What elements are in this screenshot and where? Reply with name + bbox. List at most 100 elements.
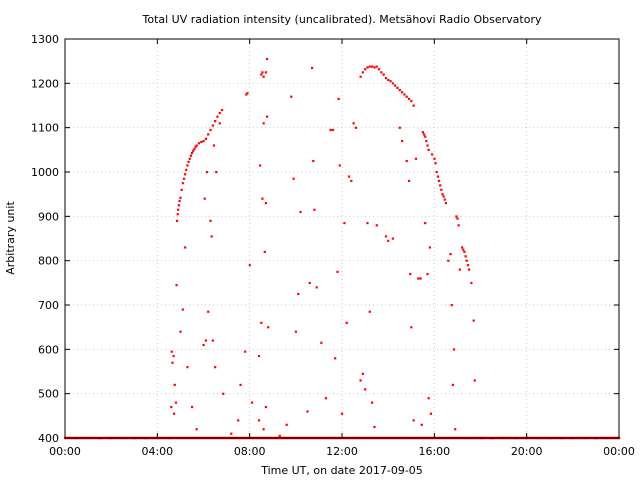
data-point — [455, 215, 458, 218]
data-point — [396, 86, 399, 89]
data-point — [200, 140, 203, 144]
data-point — [257, 419, 261, 422]
data-point — [422, 133, 426, 136]
data-point — [312, 159, 315, 163]
x-tick-label: 08:00 — [234, 445, 266, 458]
data-point — [261, 197, 264, 200]
data-point — [373, 425, 376, 429]
data-point — [262, 428, 265, 431]
y-tick-label: 900 — [38, 210, 59, 223]
y-axis-label: Arbitrary unit — [4, 201, 17, 275]
data-point — [264, 405, 268, 409]
data-point — [257, 354, 261, 358]
data-point — [290, 95, 293, 98]
data-point — [441, 193, 444, 196]
data-point — [261, 71, 264, 74]
data-point — [463, 250, 466, 253]
data-point — [375, 65, 378, 68]
data-point — [427, 397, 430, 400]
data-point — [375, 224, 378, 227]
data-point — [237, 419, 240, 422]
data-point — [259, 164, 262, 167]
y-tick-label: 600 — [38, 343, 59, 356]
data-point — [412, 419, 415, 422]
data-point — [387, 239, 390, 242]
data-point — [218, 112, 221, 115]
data-point — [414, 157, 418, 160]
data-point — [179, 196, 182, 199]
data-point — [193, 147, 196, 151]
data-point — [442, 195, 445, 198]
x-tick-label: 04:00 — [141, 445, 173, 458]
data-point — [398, 88, 401, 92]
data-point — [209, 219, 212, 222]
x-tick-label: 16:00 — [418, 445, 450, 458]
data-point — [207, 310, 210, 313]
data-point — [278, 434, 281, 437]
data-point — [377, 68, 381, 71]
data-point — [264, 202, 268, 205]
data-point — [306, 410, 309, 413]
data-point — [371, 401, 374, 404]
data-point — [472, 319, 475, 322]
data-point — [419, 277, 422, 280]
data-point — [308, 281, 311, 285]
data-point — [181, 308, 184, 311]
data-point — [449, 253, 452, 256]
data-point — [470, 281, 473, 285]
data-point — [371, 65, 374, 68]
data-point — [250, 401, 254, 404]
data-point — [203, 197, 206, 200]
data-point — [409, 272, 412, 276]
x-tick-label: 00:00 — [49, 445, 81, 458]
y-tick-label: 1300 — [31, 33, 59, 46]
data-point — [345, 321, 348, 324]
data-point — [405, 159, 408, 163]
data-point — [440, 188, 443, 191]
data-point — [260, 321, 263, 324]
data-point — [428, 246, 431, 249]
data-point — [329, 128, 332, 132]
data-point — [337, 97, 340, 101]
data-point — [180, 188, 183, 191]
data-point — [195, 428, 198, 431]
data-point — [424, 135, 427, 138]
data-point — [447, 259, 450, 262]
y-tick-label: 400 — [38, 432, 59, 445]
data-point — [244, 350, 247, 353]
data-point — [197, 142, 201, 145]
data-point — [425, 139, 428, 143]
data-point — [450, 304, 453, 307]
x-axis: 00:00 04:00 08:00 12:00 16:00 20:00 00:00 — [49, 39, 635, 458]
data-point — [178, 199, 181, 203]
data-point — [186, 164, 189, 167]
data-point — [299, 210, 302, 214]
data-point — [246, 92, 249, 95]
data-point — [431, 153, 434, 156]
data-point — [384, 77, 388, 80]
data-point — [434, 162, 437, 165]
data-point — [464, 255, 467, 258]
data-point — [366, 66, 369, 69]
data-point — [245, 93, 248, 96]
data-point — [373, 66, 376, 69]
data-point — [313, 208, 316, 211]
data-point — [214, 120, 217, 123]
data-point — [204, 137, 208, 140]
data-point — [439, 184, 442, 187]
data-point — [202, 343, 205, 347]
data-point — [248, 264, 251, 267]
data-point — [456, 217, 459, 220]
data-point — [426, 272, 429, 276]
data-point — [405, 95, 408, 98]
grid-lines — [65, 39, 619, 438]
data-point — [324, 397, 328, 400]
data-point — [264, 71, 268, 74]
x-tick-label: 20:00 — [511, 445, 543, 458]
data-point — [173, 383, 176, 386]
y-tick-label: 1100 — [31, 122, 59, 135]
data-point — [186, 366, 189, 369]
data-point — [420, 423, 423, 426]
data-point — [184, 173, 187, 176]
data-point — [401, 91, 404, 94]
